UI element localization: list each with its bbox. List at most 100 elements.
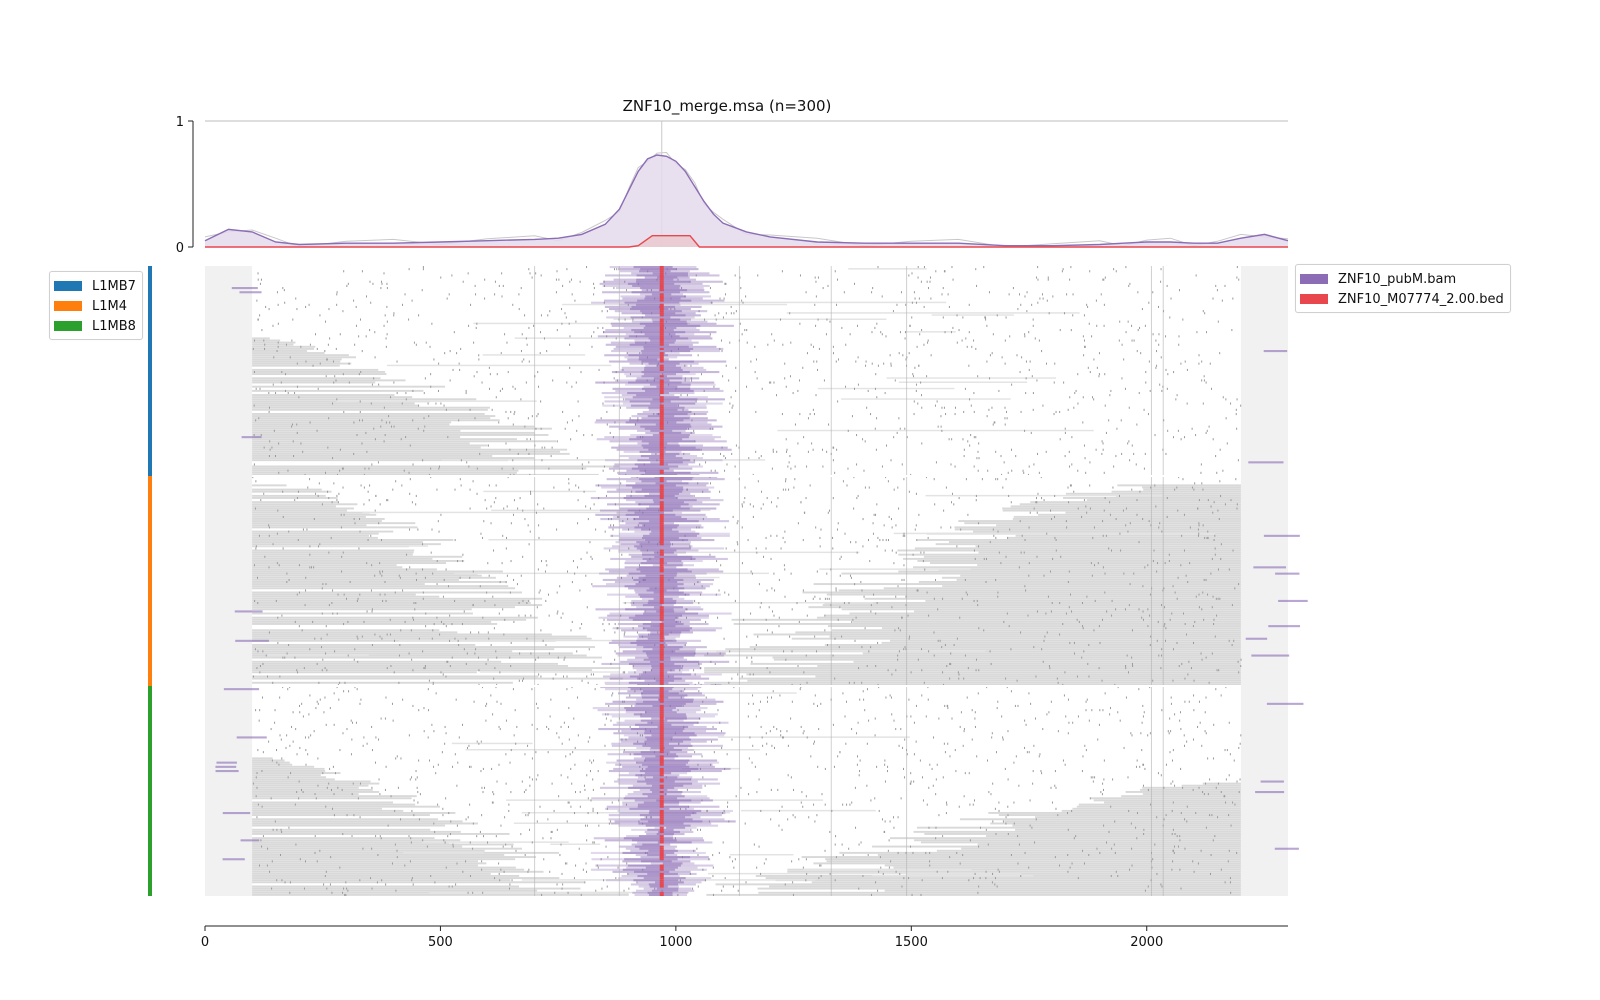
mismatch-dot [1219,597,1221,600]
mismatch-dot [749,673,751,676]
motif-mark [659,744,664,747]
mismatch-dot [637,417,639,420]
gap-block [252,618,527,621]
gap-block [704,671,1241,674]
mismatch-dot [793,788,795,791]
mismatch-dot [549,715,551,718]
mismatch-dot [1037,452,1039,455]
mismatch-dot [871,362,873,365]
mismatch-dot [1198,700,1200,703]
mismatch-dot [1028,465,1030,468]
mismatch-dot [717,616,719,619]
mismatch-dot [791,608,793,611]
gap-block [1181,784,1241,787]
mismatch-dot [706,809,708,812]
mismatch-dot [1145,381,1147,384]
mismatch-dot [687,427,689,430]
mismatch-dot [752,744,754,747]
gap-block [822,604,1241,607]
signal-cell [649,633,669,636]
mismatch-dot [529,776,531,779]
mismatch-dot [1121,452,1123,455]
mismatch-dot [510,410,512,413]
mismatch-dot [560,843,562,846]
mismatch-dot [455,698,457,701]
mismatch-dot [478,354,480,357]
mismatch-dot [1165,814,1167,817]
gap-block [252,572,478,575]
mismatch-dot [1176,394,1178,397]
gap-block [252,856,537,859]
mismatch-dot [917,658,919,661]
mismatch-dot [487,562,489,565]
motif-mark [659,480,664,483]
mismatch-dot [968,364,970,367]
gap-block [252,793,359,796]
mismatch-dot [814,820,816,823]
motif-mark [659,431,664,434]
mismatch-dot [1184,436,1186,439]
mismatch-dot [324,696,326,699]
mismatch-dot [491,801,493,804]
mismatch-dot [259,387,261,390]
mismatch-dot [586,675,588,678]
mismatch-dot [613,524,615,527]
mismatch-dot [770,381,772,384]
mismatch-dot [904,646,906,649]
mismatch-dot [690,431,692,434]
mismatch-dot [540,331,542,334]
mismatch-dot [277,616,279,619]
mismatch-dot [367,490,369,493]
gap-block [824,644,1241,646]
gap-block [252,864,479,867]
mismatch-dot [604,793,606,796]
mismatch-dot [632,318,634,321]
mismatch-dot [524,425,526,428]
mismatch-dot [713,751,715,754]
mismatch-dot [311,566,313,569]
mismatch-dot [444,841,446,844]
gap-block [954,528,1241,531]
mismatch-dot [439,465,441,468]
mismatch-dot [720,564,722,567]
mismatch-dot [509,761,511,764]
mismatch-dot [1226,749,1228,752]
mismatch-dot [415,343,417,346]
mismatch-dot [381,280,383,283]
mismatch-dot [622,671,624,674]
mismatch-dot [514,410,516,413]
signal-cell [656,610,675,613]
mismatch-dot [800,501,802,504]
mismatch-dot [493,501,495,504]
mismatch-dot [700,683,702,686]
mismatch-dot [1201,379,1203,382]
mismatch-dot [408,835,410,838]
mismatch-dot [437,803,439,806]
mismatch-dot [326,358,328,361]
mismatch-dot [528,360,530,363]
mismatch-dot [399,644,401,647]
mismatch-dot [452,765,454,768]
mismatch-dot [998,551,1000,554]
mismatch-dot [625,289,627,292]
mismatch-dot [550,698,552,701]
gap-block [1072,807,1241,810]
mismatch-dot [877,683,879,686]
mismatch-dot [989,377,991,380]
mismatch-dot [1213,618,1215,621]
mismatch-dot [476,835,478,838]
mismatch-dot [1098,373,1100,376]
mismatch-dot [925,715,927,718]
mismatch-dot [418,759,420,762]
mismatch-dot [977,469,979,472]
mismatch-dot [422,543,424,546]
mismatch-dot [1043,574,1045,577]
mismatch-dot [485,662,487,665]
mismatch-dot [1008,625,1010,628]
mismatch-dot [269,448,271,451]
motif-mark [659,719,664,722]
mismatch-dot [1213,539,1215,542]
mismatch-dot [1191,427,1193,430]
gap-line [643,576,720,579]
mismatch-dot [1136,812,1138,815]
